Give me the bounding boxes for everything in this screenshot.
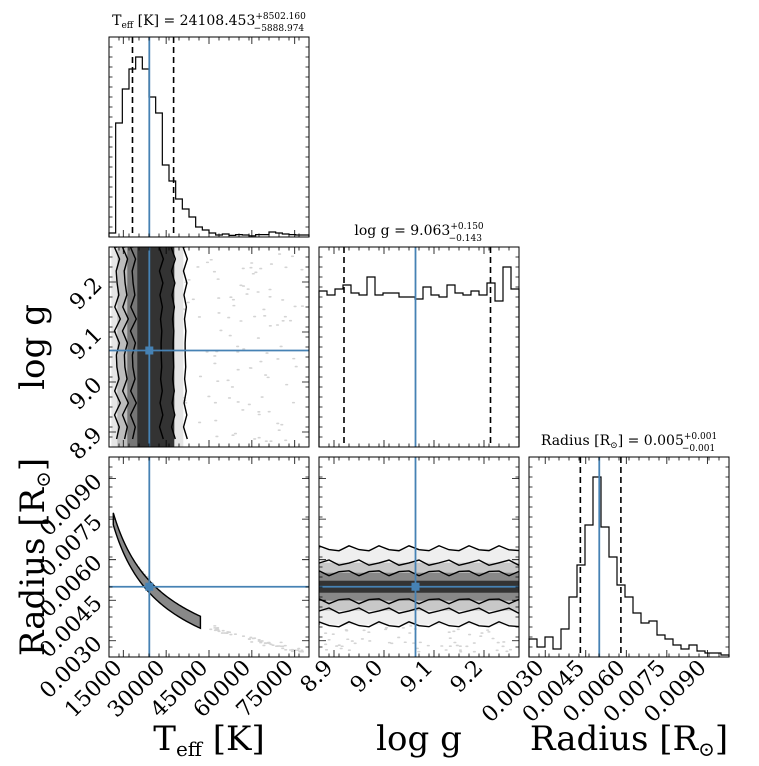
x-axis-label-teff: Teff [K] [153,719,264,761]
histogram-teff [108,36,310,238]
x-tick-label: 9.2 [446,656,488,698]
contour-line [319,544,519,628]
sample-points [125,557,305,653]
scatter-logg-radius [318,456,520,658]
title-minus: −0.001 [682,444,715,454]
y-axis-label-radius: Radius [R⊙] [13,458,55,656]
panel-frame [108,36,310,238]
contour-line [319,559,519,615]
y-tick-label: 9.2 [65,273,107,315]
truth-marker [145,582,154,591]
y-tick-label: 9.0 [65,373,107,415]
histogram-radius [528,456,730,658]
x-tick-label: 9.1 [396,656,438,698]
y-axis-label-logg: log g [13,304,53,390]
histogram-logg [318,246,520,448]
axis-ticks [109,37,309,237]
title-minus: −5888.974 [254,24,305,34]
density-band [137,247,175,447]
histogram-step [318,266,520,447]
histogram-step [108,56,310,237]
truth-marker [411,582,420,591]
contour-line [121,247,177,440]
contour-band [112,512,202,630]
axis-labels: Teff [K] log g Radius [R⊙] log g Radius [R⊙] [13,304,728,761]
axis-ticks [109,457,309,657]
scatter-teff-radius [108,456,310,658]
title-teff: Teff [K] = 24108.453+8502.160 [112,12,306,31]
panel-titles: Teff [K] = 24108.453+8502.160−5888.974 lo… [112,12,717,454]
histogram-step [528,476,730,657]
y-tick-label: 9.1 [65,323,107,365]
x-tick-label: 8.9 [296,656,338,698]
truth-marker [145,346,154,355]
contour-line [113,247,189,440]
y-tick-label: 8.9 [65,423,107,465]
x-tick-label: 9.0 [346,656,388,698]
axis-ticks [109,247,309,447]
title-minus: −0.143 [449,234,483,244]
x-axis-label-radius: Radius [R⊙] [530,719,728,761]
contour-line [129,247,165,440]
axis-ticks [319,457,519,657]
panels [108,36,730,658]
contour-line [319,570,519,605]
panel-frame [528,456,730,658]
scatter-teff-logg [108,246,310,448]
axis-ticks [319,247,519,447]
title-logg: log g = 9.063+0.150 [354,222,484,239]
x-axis-label-logg: log g [376,719,462,759]
panel-frame [318,246,520,448]
panel-frame [108,456,310,658]
title-radius: Radius [R⊙] = 0.005+0.001 [541,432,717,451]
axis-ticks [529,457,729,657]
